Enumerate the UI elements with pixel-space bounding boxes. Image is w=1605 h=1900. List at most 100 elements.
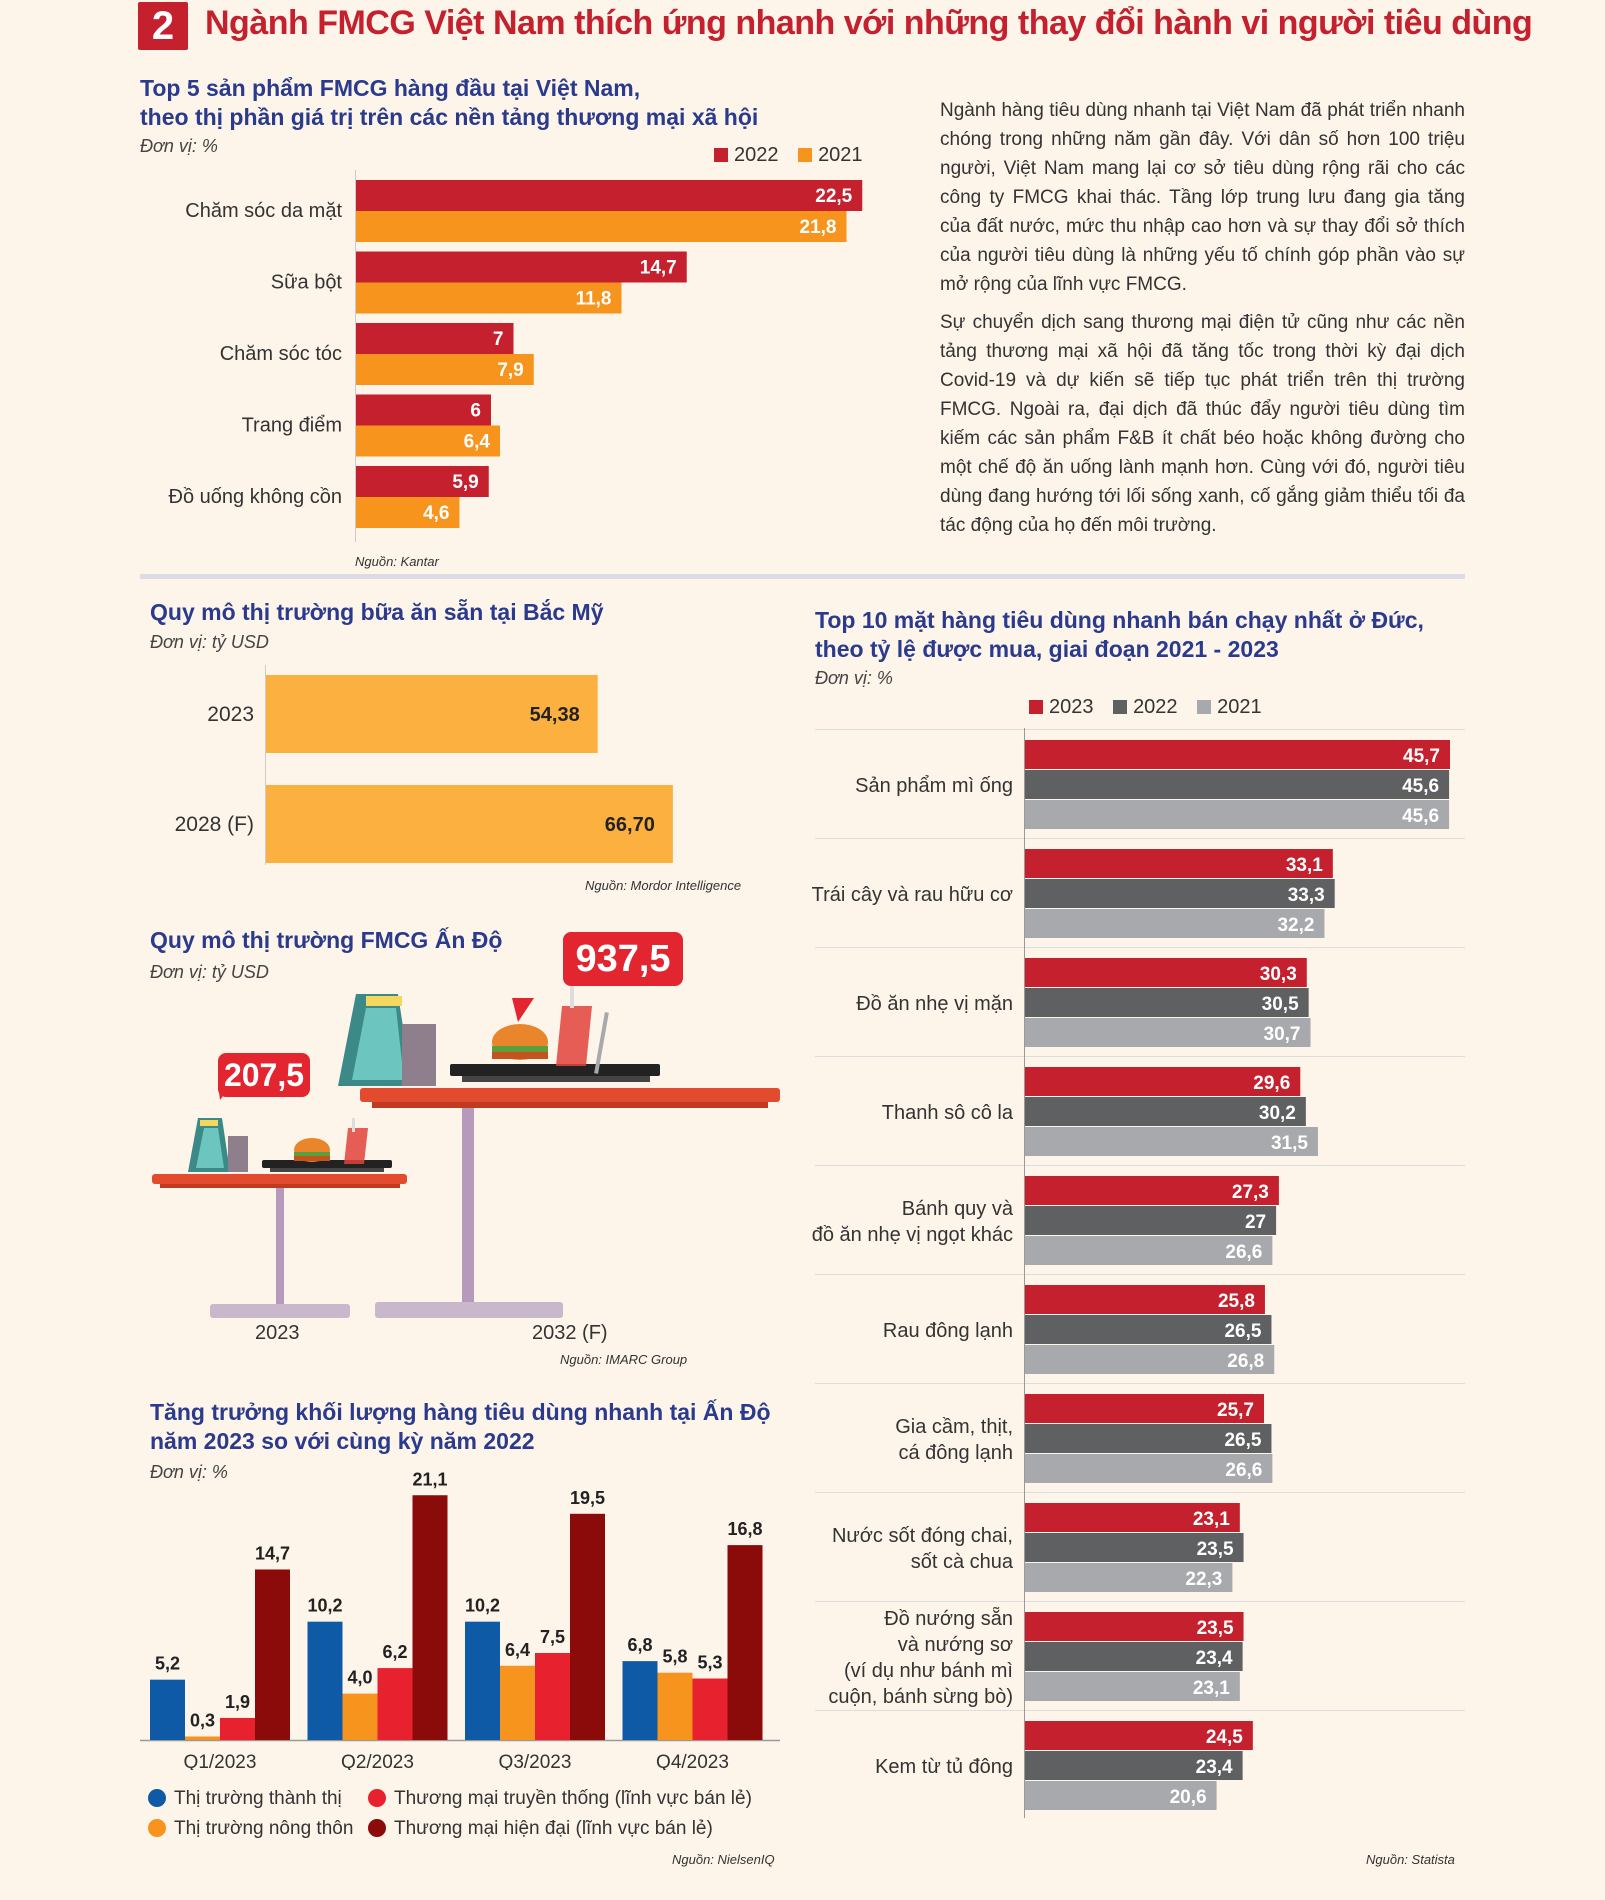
ig-bar-value: 5,3 xyxy=(697,1653,722,1673)
legend-item-2022: 2022 xyxy=(714,144,779,167)
india-growth-title: Tăng trưởng khối lượng hàng tiêu dùng nh… xyxy=(150,1398,771,1456)
germany-chart-legend: 2023 2022 2021 xyxy=(1015,696,1262,719)
ig-bar xyxy=(727,1545,763,1740)
de-bar xyxy=(1025,1672,1240,1701)
de-bar-value: 26,8 xyxy=(1227,1351,1264,1372)
ig-bar xyxy=(377,1668,413,1740)
de-bar-value: 29,6 xyxy=(1253,1073,1290,1094)
germany-chart-title-line-2: theo tỷ lệ được mua, giai đoạn 2021 - 20… xyxy=(815,636,1279,662)
legend-label: Thị trường nông thôn xyxy=(174,1818,354,1839)
vn-bar-value: 11,8 xyxy=(576,289,612,310)
vn-category-label: Trang điểm xyxy=(242,415,342,437)
vn-bar xyxy=(356,394,491,426)
de-bar xyxy=(1025,1097,1306,1126)
ig-category-label: Q3/2023 xyxy=(499,1752,572,1770)
india-growth-legend-item-4: Thương mại hiện đại (lĩnh vực bán lẻ) xyxy=(368,1818,713,1840)
de-bar xyxy=(1025,1285,1265,1314)
de-category-label: Rau đông lạnh xyxy=(883,1320,1013,1342)
section-divider xyxy=(140,574,1465,579)
de-bar xyxy=(1025,1503,1240,1532)
ig-bar xyxy=(500,1665,535,1740)
de-category-label: Sản phẩm mì ống xyxy=(855,775,1013,797)
ig-bar xyxy=(255,1569,290,1740)
de-bar-value: 25,7 xyxy=(1217,1400,1254,1421)
de-bar-value: 23,1 xyxy=(1193,1509,1230,1530)
na-chart-title: Quy mô thị trường bữa ăn sẵn tại Bắc Mỹ xyxy=(150,599,604,625)
de-bar-value: 33,1 xyxy=(1286,855,1323,876)
legend-swatch xyxy=(1029,700,1043,714)
india-growth-title-line-1: Tăng trưởng khối lượng hàng tiêu dùng nh… xyxy=(150,1399,771,1425)
ig-bar xyxy=(150,1679,185,1740)
legend-label: 2023 xyxy=(1049,696,1094,718)
de-bar-value: 31,5 xyxy=(1271,1133,1308,1154)
de-bar-value: 45,7 xyxy=(1403,746,1440,767)
de-bar xyxy=(1025,1751,1243,1780)
de-bar-value: 23,5 xyxy=(1197,1618,1234,1639)
de-bar-value: 30,7 xyxy=(1264,1024,1301,1045)
ig-bar xyxy=(220,1717,255,1740)
de-bar xyxy=(1025,1612,1244,1641)
india-market-source: Nguồn: IMARC Group xyxy=(560,1352,688,1367)
de-category-label: Đồ ăn nhẹ vị mặn xyxy=(856,993,1013,1015)
de-bar xyxy=(1025,1424,1272,1453)
na-category-label: 2028 (F) xyxy=(175,813,254,836)
de-bar-value: 30,2 xyxy=(1259,1103,1296,1124)
legend-swatch xyxy=(1197,700,1212,714)
de-bar-value: 26,6 xyxy=(1225,1242,1262,1263)
legend-label: 2022 xyxy=(734,144,779,166)
ig-bar-value: 0,3 xyxy=(190,1711,215,1731)
vn-bar-value: 7,9 xyxy=(497,360,523,381)
germany-chart-unit: Đơn vị: % xyxy=(815,668,893,688)
de-bar-value: 26,6 xyxy=(1225,1460,1262,1481)
legend-item-2023: 2023 xyxy=(1029,696,1094,719)
vn-bar-value: 21,8 xyxy=(800,217,837,238)
de-bar-value: 33,3 xyxy=(1288,885,1325,906)
india-2032-label: 2032 (F) xyxy=(532,1322,608,1344)
de-bar xyxy=(1025,1067,1301,1096)
legend-label: 2021 xyxy=(1217,696,1262,718)
ig-bar xyxy=(465,1621,500,1740)
de-bar xyxy=(1025,879,1335,908)
de-bar xyxy=(1025,1394,1265,1423)
vn-bar-value: 14,7 xyxy=(640,258,677,279)
india-market-title: Quy mô thị trường FMCG Ấn Độ xyxy=(150,927,503,953)
ig-bar-value: 14,7 xyxy=(255,1543,290,1563)
ig-bar xyxy=(657,1672,693,1740)
de-category-label: Nước sốt đóng chai, xyxy=(832,1525,1013,1547)
na-bar-value: 54,38 xyxy=(530,704,580,726)
de-bar xyxy=(1025,909,1325,938)
vn-bar xyxy=(356,354,534,385)
de-bar-value: 32,2 xyxy=(1277,915,1314,936)
india-growth-legend-item-3: Thương mại truyền thống (lĩnh vực bán lẻ… xyxy=(368,1788,752,1810)
legend-label: 2022 xyxy=(1133,696,1178,718)
legend-label: Thị trường thành thị xyxy=(174,1788,342,1809)
india-2032-value-bubble: 937,5 xyxy=(563,932,683,986)
page-title: Ngành FMCG Việt Nam thích ứng nhanh với … xyxy=(205,4,1533,42)
ig-category-label: Q1/2023 xyxy=(184,1752,257,1770)
de-category-label: và nướng sơ xyxy=(898,1634,1013,1656)
de-bar xyxy=(1025,958,1307,987)
de-bar-value: 26,5 xyxy=(1224,1430,1261,1451)
vn-bar xyxy=(356,497,460,528)
de-bar-value: 22,3 xyxy=(1185,1569,1222,1590)
vn-bar xyxy=(356,425,500,457)
india-growth-source: Nguồn: NielsenIQ xyxy=(672,1852,775,1867)
india-growth-title-line-2: năm 2023 so với cùng kỳ năm 2022 xyxy=(150,1428,535,1454)
de-bar-value: 30,3 xyxy=(1260,964,1297,985)
vn-chart-source: Nguồn: Kantar xyxy=(355,554,439,569)
india-growth-unit: Đơn vị: % xyxy=(150,1462,228,1482)
germany-bar-chart: Sản phẩm mì ống 45,7 45,6 45,6 Trái cây và r… xyxy=(812,728,1465,1818)
ig-bar xyxy=(570,1513,605,1740)
vn-bar xyxy=(356,251,687,283)
de-bar-value: 24,5 xyxy=(1206,1727,1243,1748)
vn-category-label: Chăm sóc tóc xyxy=(220,343,342,365)
vn-category-label: Chăm sóc da mặt xyxy=(185,200,342,222)
ig-bar-value: 10,2 xyxy=(465,1596,500,1616)
intro-paragraph-2: Sự chuyển dịch sang thương mại điện tử c… xyxy=(940,312,1465,536)
intro-paragraph-1: Ngành hàng tiêu dùng nhanh tại Việt Nam … xyxy=(940,100,1465,295)
legend-label: Thương mại hiện đại (lĩnh vực bán lẻ) xyxy=(394,1818,713,1839)
india-2023-label: 2023 xyxy=(255,1322,300,1344)
big-table-illustration xyxy=(338,986,780,1318)
na-bar-value: 66,70 xyxy=(605,814,655,836)
na-bar xyxy=(266,675,598,753)
